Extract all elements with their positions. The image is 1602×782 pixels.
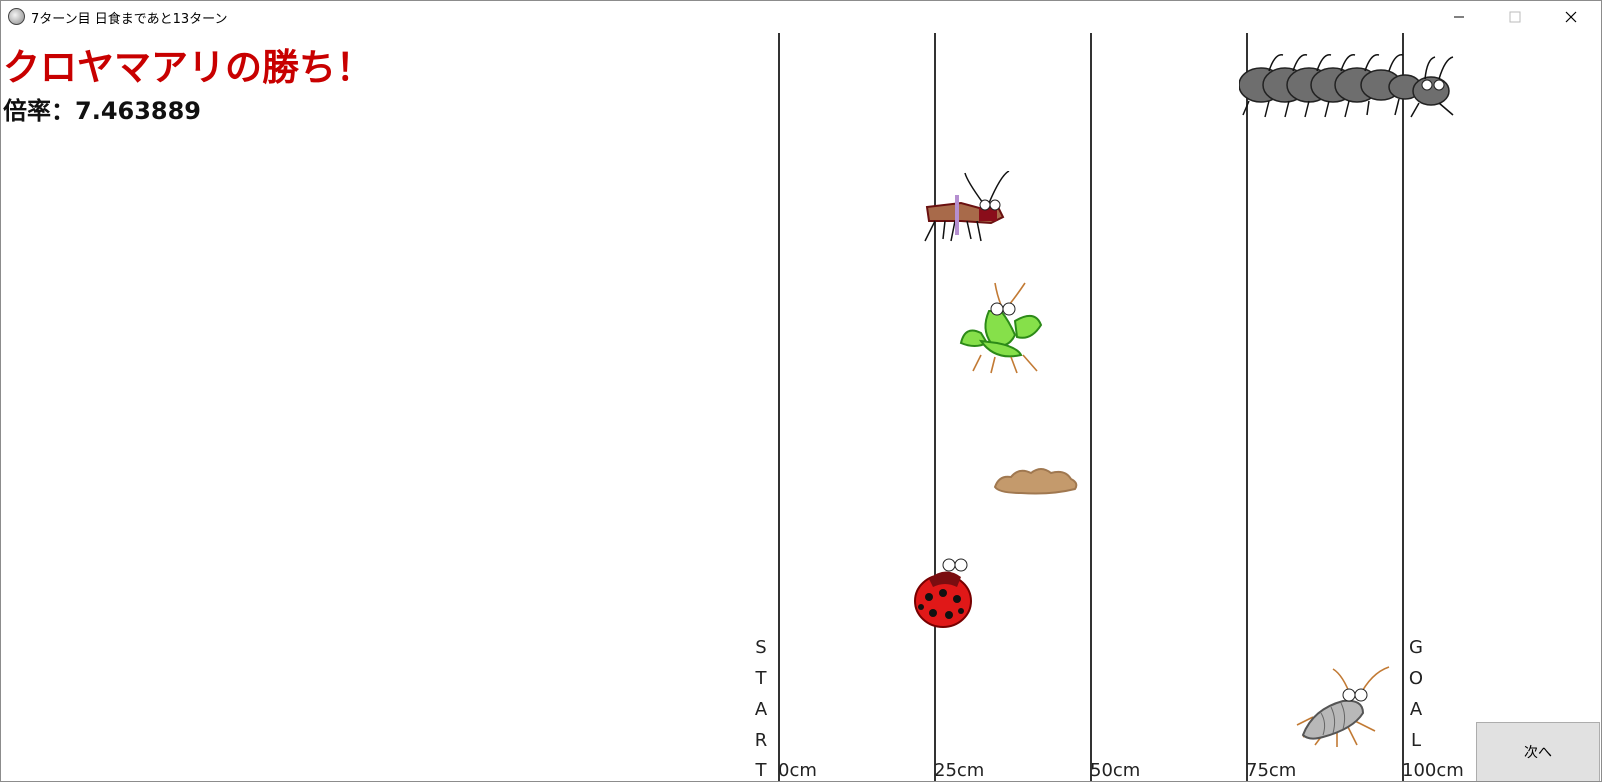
maximize-button[interactable] — [1487, 1, 1543, 32]
ladybug-icon — [914, 558, 972, 628]
silverfish-icon — [1296, 666, 1390, 747]
mantis-icon — [959, 282, 1043, 374]
distance-label-75: 75cm — [1246, 760, 1297, 781]
odds-text: 倍率：7.463889 — [3, 97, 202, 125]
goal-letter: G — [1409, 637, 1423, 658]
track-line-25 — [934, 33, 936, 781]
start-letter: T — [755, 760, 767, 781]
track-line-50 — [1090, 33, 1092, 781]
window-title: 7ターン目 日食まであと13ターン — [31, 12, 228, 27]
track-line-100 — [1402, 33, 1404, 781]
start-letter: S — [755, 637, 767, 658]
goal-letter: A — [1409, 699, 1423, 720]
start-letter: R — [754, 730, 768, 751]
minimize-button[interactable] — [1431, 1, 1487, 32]
distance-label-100: 100cm — [1402, 760, 1464, 781]
cricket-icon — [924, 171, 1010, 242]
distance-label-25: 25cm — [934, 760, 985, 781]
track-line-0 — [778, 33, 780, 781]
maximize-icon — [1509, 11, 1521, 22]
ant-swarm-icon — [1239, 54, 1454, 118]
close-button[interactable] — [1543, 1, 1599, 32]
app-icon — [8, 8, 25, 25]
next-button[interactable]: 次へ — [1476, 722, 1600, 781]
distance-label-0: 0cm — [778, 760, 817, 781]
close-icon — [1565, 11, 1577, 22]
start-letter: A — [754, 699, 768, 720]
dirt-mound-icon — [993, 468, 1078, 495]
goal-letter: O — [1408, 668, 1424, 689]
goal-letter: L — [1410, 730, 1422, 751]
winner-text: クロヤマアリの勝ち！ — [3, 46, 373, 89]
start-letter: T — [755, 668, 767, 689]
track-line-75 — [1246, 33, 1248, 781]
minimize-icon — [1454, 16, 1464, 17]
title-bar: 7ターン目 日食まであと13ターン — [1, 1, 1601, 32]
distance-label-50: 50cm — [1090, 760, 1141, 781]
